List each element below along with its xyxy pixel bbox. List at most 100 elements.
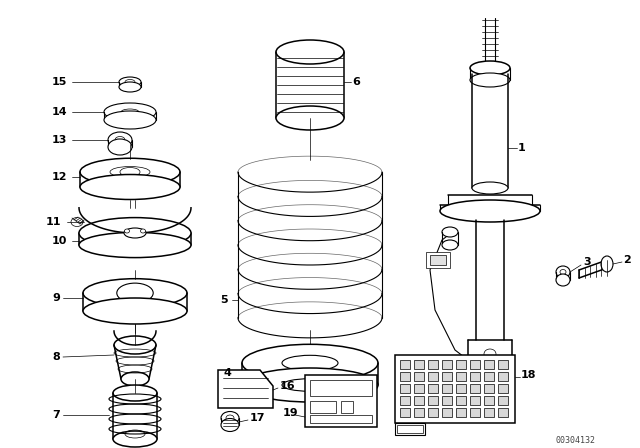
Bar [414,396,424,405]
Text: 6: 6 [352,77,360,87]
Bar [414,408,424,417]
Ellipse shape [556,266,570,278]
Ellipse shape [83,279,187,307]
Ellipse shape [113,431,157,447]
Ellipse shape [221,412,239,425]
Ellipse shape [442,240,458,250]
Bar [400,396,410,405]
Ellipse shape [80,158,180,186]
Text: 00304132: 00304132 [555,435,595,444]
Bar [442,372,452,381]
Ellipse shape [108,139,132,155]
Text: 18: 18 [521,370,536,380]
Bar [470,396,480,405]
Ellipse shape [114,336,156,354]
Bar [456,396,466,405]
Ellipse shape [282,355,338,370]
Bar [498,408,508,417]
Bar [426,252,450,268]
Ellipse shape [119,77,141,87]
Bar [395,355,515,423]
Bar [341,401,353,413]
Bar [484,360,494,369]
Text: 17: 17 [250,413,266,423]
Bar [470,384,480,393]
Bar [414,372,424,381]
Ellipse shape [125,79,135,85]
Ellipse shape [121,109,139,115]
Ellipse shape [83,298,187,324]
Ellipse shape [226,415,234,421]
Text: 9: 9 [52,293,60,303]
Bar [428,360,438,369]
Ellipse shape [110,167,150,177]
Bar [484,408,494,417]
Bar [456,360,466,369]
Ellipse shape [121,372,149,386]
Ellipse shape [141,229,145,233]
Bar [397,425,423,433]
Ellipse shape [472,182,508,194]
Bar [305,375,377,427]
Ellipse shape [470,61,510,75]
Text: 2: 2 [623,255,631,265]
Ellipse shape [560,270,566,275]
Ellipse shape [276,106,344,130]
Text: 10: 10 [52,236,67,246]
Text: 19: 19 [283,408,299,418]
Text: 4: 4 [224,368,232,378]
Ellipse shape [242,368,378,402]
Bar [442,396,452,405]
Bar [414,384,424,393]
Text: 15: 15 [52,77,67,87]
Ellipse shape [470,73,510,87]
Bar [428,384,438,393]
Text: 12: 12 [52,172,67,182]
Bar [484,384,494,393]
Bar [442,408,452,417]
Ellipse shape [108,132,132,148]
Bar [400,408,410,417]
Ellipse shape [221,418,239,431]
Ellipse shape [124,228,146,238]
Ellipse shape [276,40,344,64]
Ellipse shape [115,137,125,143]
Text: 3: 3 [583,257,591,267]
Polygon shape [218,370,273,408]
Ellipse shape [120,168,140,177]
Bar [400,372,410,381]
Ellipse shape [125,229,129,233]
Ellipse shape [242,345,378,382]
Bar [430,255,446,265]
Ellipse shape [113,385,157,401]
Bar [498,372,508,381]
Text: 7: 7 [52,410,60,420]
Bar [470,372,480,381]
Text: 14: 14 [52,107,68,117]
Text: 16: 16 [280,381,296,391]
Text: 11: 11 [46,217,61,227]
Text: 13: 13 [52,135,67,145]
Ellipse shape [104,103,156,121]
Bar [470,360,480,369]
Bar [470,408,480,417]
Bar [310,401,336,413]
Bar [442,360,452,369]
Bar [400,360,410,369]
Ellipse shape [282,379,338,391]
Bar [456,384,466,393]
Bar [484,396,494,405]
Ellipse shape [484,349,496,359]
Bar [428,372,438,381]
Bar [428,396,438,405]
Bar [310,380,372,396]
Bar [498,360,508,369]
Bar [310,415,372,423]
Bar [484,372,494,381]
Bar [442,384,452,393]
Ellipse shape [556,274,570,286]
Bar [414,360,424,369]
Ellipse shape [601,256,613,272]
Bar [456,408,466,417]
Ellipse shape [442,227,458,237]
